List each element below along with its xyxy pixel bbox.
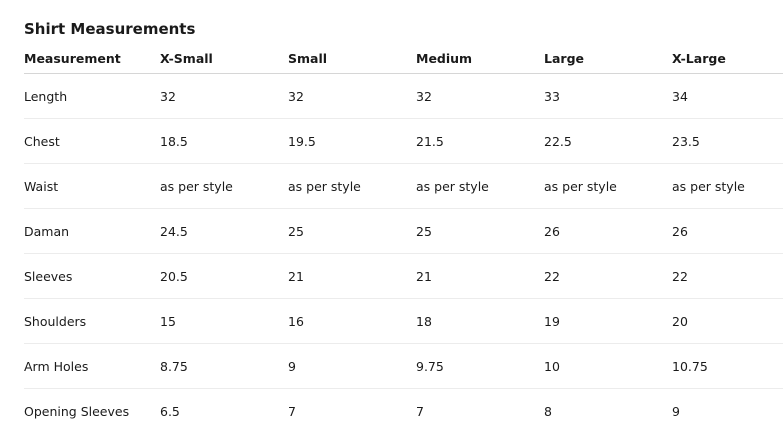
table-cell: 19 <box>544 298 672 344</box>
row-label: Arm Holes <box>24 343 160 389</box>
table-cell: 9 <box>672 403 680 419</box>
table-cell: 21.5 <box>416 118 544 164</box>
table-row: Waist as per style as per style as per styl… <box>24 163 783 209</box>
row-label: Waist <box>24 163 160 209</box>
table-row: Opening Sleeves 6.5 7 7 8 9 <box>24 389 783 433</box>
table-cell: 9 <box>288 343 416 389</box>
table-cell: 21 <box>416 253 544 299</box>
table-cell: as per style <box>288 163 416 209</box>
table-cell: 22 <box>672 253 783 299</box>
table-cell: 34 <box>672 73 783 119</box>
table-cell: 23.5 <box>672 118 783 164</box>
table-cell: 9.75 <box>416 343 544 389</box>
table-row: Shoulders 15 16 18 19 20 <box>24 298 783 344</box>
column-header: Medium <box>416 44 544 74</box>
table-cell: as per style <box>672 163 783 209</box>
table-cell: 22 <box>544 253 672 299</box>
column-header: Measurement <box>24 44 160 74</box>
table-cell: 22.5 <box>544 118 672 164</box>
header-row: Measurement X-Small Small Medium Large X… <box>24 44 783 74</box>
column-header: Small <box>288 44 416 74</box>
table-cell: 20.5 <box>160 253 288 299</box>
table-row: Arm Holes 8.75 9 9.75 10 10.75 <box>24 343 783 389</box>
row-label: Sleeves <box>24 253 160 299</box>
table-row: Sleeves 20.5 21 21 22 22 <box>24 253 783 299</box>
table-cell: as per style <box>160 163 288 209</box>
column-header: X-Small <box>160 44 288 74</box>
table-cell: 10 <box>544 343 672 389</box>
table-cell: 8.75 <box>160 343 288 389</box>
table-title: Shirt Measurements <box>24 20 196 38</box>
table-cell: 8 <box>544 403 552 419</box>
table-cell: 26 <box>544 208 672 254</box>
measurements-table: Measurement X-Small Small Medium Large X… <box>24 44 783 433</box>
row-label: Length <box>24 73 160 119</box>
table-cell: 6.5 <box>160 403 180 419</box>
table-cell: as per style <box>416 163 544 209</box>
table-cell: 33 <box>544 73 672 119</box>
row-label: Shoulders <box>24 298 160 344</box>
column-header: Large <box>544 44 672 74</box>
table-cell: 16 <box>288 298 416 344</box>
table-cell: 7 <box>288 403 296 419</box>
table-row: Daman 24.5 25 25 26 26 <box>24 208 783 254</box>
table-row: Chest 18.5 19.5 21.5 22.5 23.5 <box>24 118 783 164</box>
table-cell: as per style <box>544 163 672 209</box>
column-header: X-Large <box>672 44 783 74</box>
row-label: Chest <box>24 118 160 164</box>
table-cell: 24.5 <box>160 208 288 254</box>
table-cell: 32 <box>160 73 288 119</box>
table-cell: 18 <box>416 298 544 344</box>
table-cell: 20 <box>672 298 783 344</box>
table-cell: 10.75 <box>672 343 783 389</box>
row-label: Opening Sleeves <box>24 403 130 419</box>
table-cell: 32 <box>288 73 416 119</box>
table-cell: 32 <box>416 73 544 119</box>
row-label: Daman <box>24 208 160 254</box>
table-cell: 7 <box>416 403 424 419</box>
table-row: Length 32 32 32 33 34 <box>24 73 783 119</box>
table-cell: 21 <box>288 253 416 299</box>
table-cell: 15 <box>160 298 288 344</box>
table-cell: 19.5 <box>288 118 416 164</box>
table-cell: 26 <box>672 208 783 254</box>
table-cell: 25 <box>416 208 544 254</box>
table-cell: 18.5 <box>160 118 288 164</box>
table-cell: 25 <box>288 208 416 254</box>
